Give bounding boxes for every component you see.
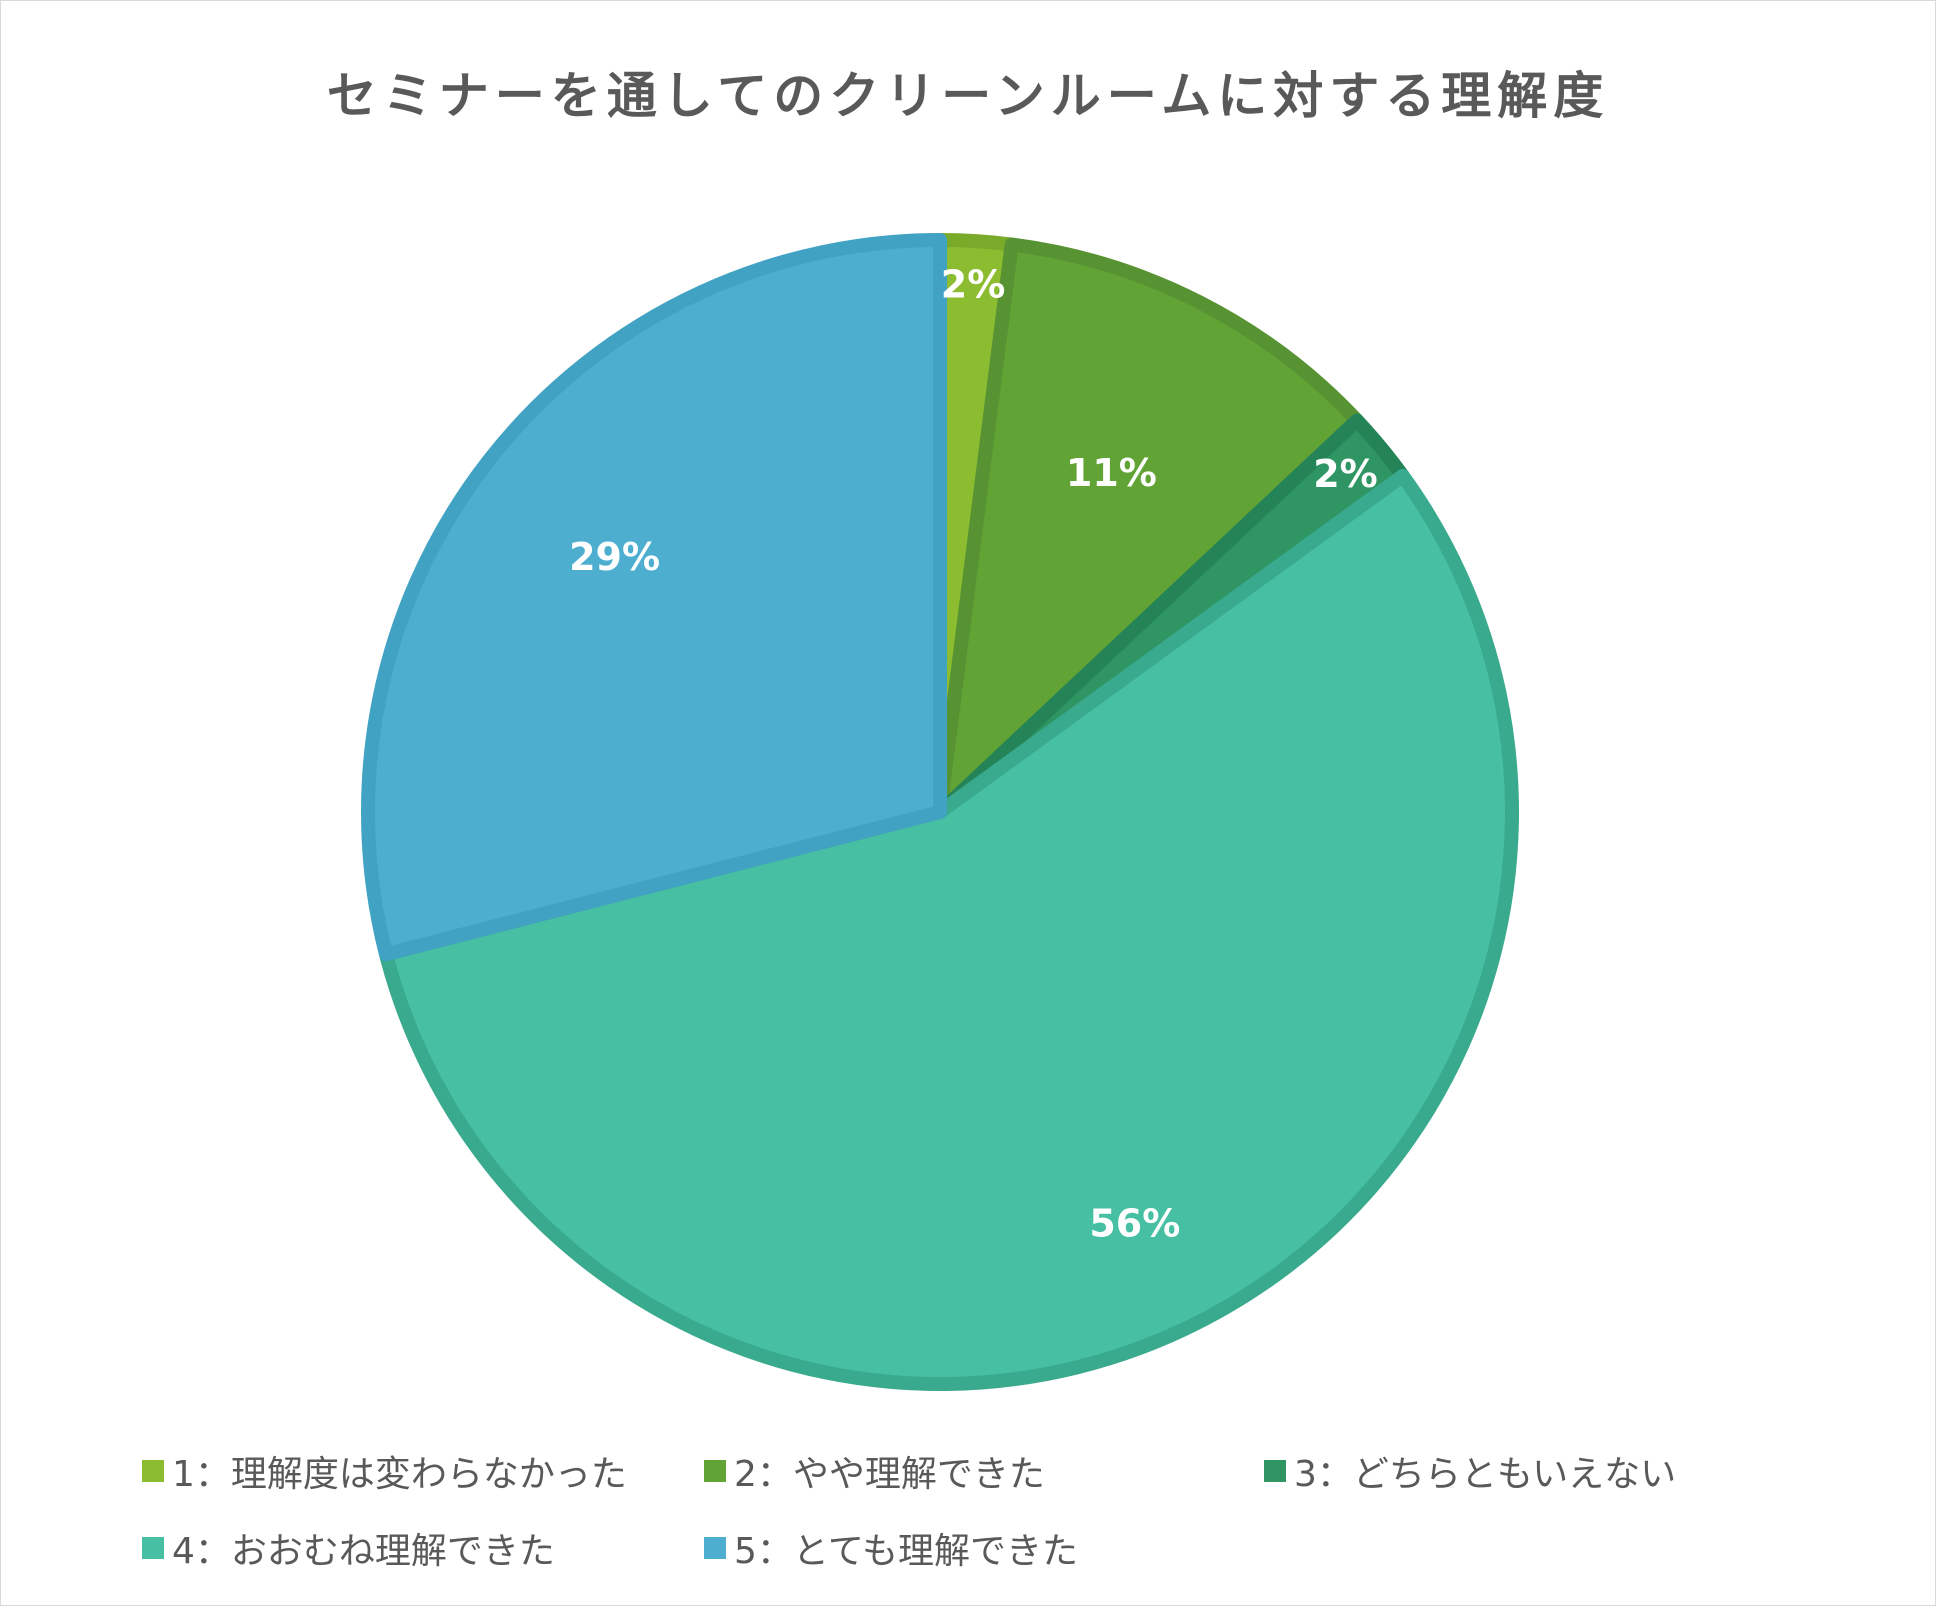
pie-slice-5 [361,233,947,962]
chart-title: セミナーを通してのクリーンルームに対する理解度 [326,67,1610,125]
data-label-4: 56% [1089,1202,1180,1246]
data-label-5: 29% [569,535,660,579]
data-label-1: 2% [941,262,1006,306]
data-label-2: 11% [1066,451,1157,495]
pie-data-labels: 2% 11% 2% 56% 29% [569,262,1378,1245]
data-label-3: 2% [1313,452,1378,496]
pie-slice-4 [378,468,1519,1391]
pie-slices [361,233,1519,1391]
pie-slice-2 [933,237,1364,819]
